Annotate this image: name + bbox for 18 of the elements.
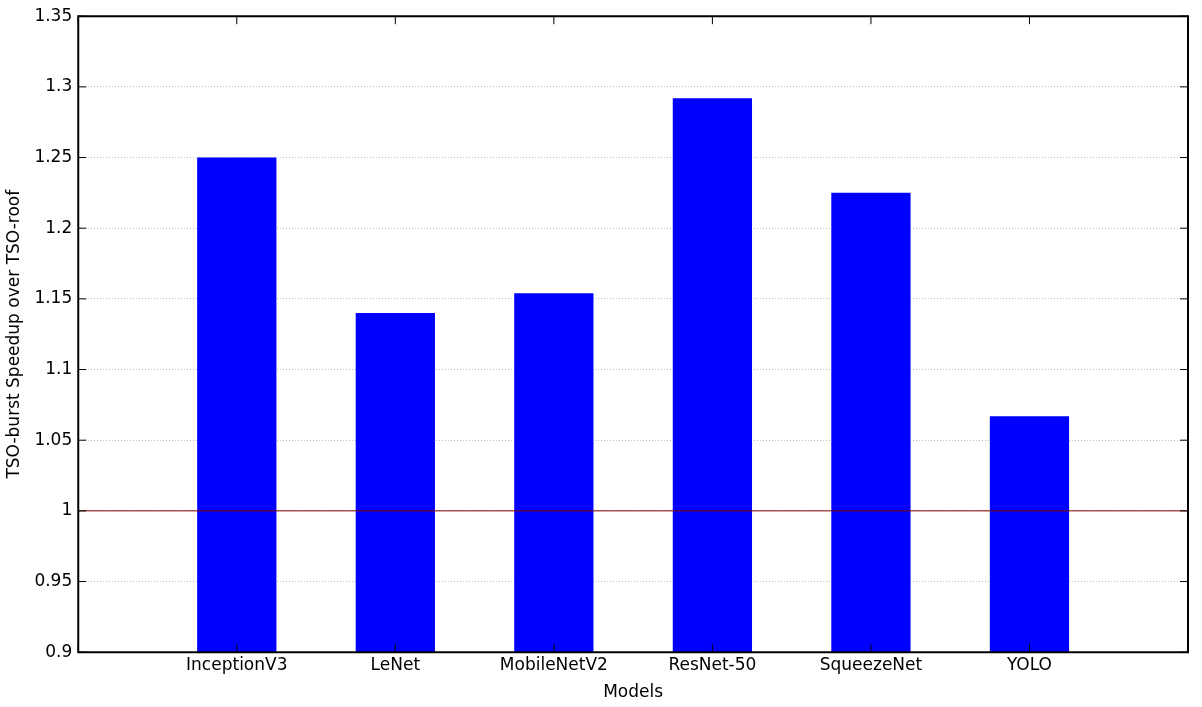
x-tick-label: InceptionV3 [186, 653, 288, 674]
y-tick-label: 1.15 [34, 287, 73, 308]
y-tick-label: 1.2 [45, 216, 73, 237]
x-tick-label: LeNet [370, 653, 421, 674]
y-tick-label: 1.1 [45, 357, 73, 378]
y-tick-label: 1.3 [45, 75, 73, 96]
x-tick-label: SqueezeNet [819, 653, 923, 674]
x-tick-label: MobileNetV2 [499, 653, 608, 674]
y-tick-label: 1.35 [34, 4, 73, 25]
y-tick-label: 0.95 [34, 569, 73, 590]
x-axis-title: Models [603, 681, 664, 702]
y-tick-label: 1 [61, 499, 73, 520]
x-tick-label: ResNet-50 [668, 653, 757, 674]
y-tick-label: 1.25 [34, 145, 73, 166]
y-tick-label: 0.9 [45, 640, 73, 661]
x-tick-label: YOLO [1005, 653, 1053, 674]
y-tick-label: 1.05 [34, 428, 73, 449]
y-axis-title: TSO-burst Speedup over TSO-roof [2, 188, 23, 480]
